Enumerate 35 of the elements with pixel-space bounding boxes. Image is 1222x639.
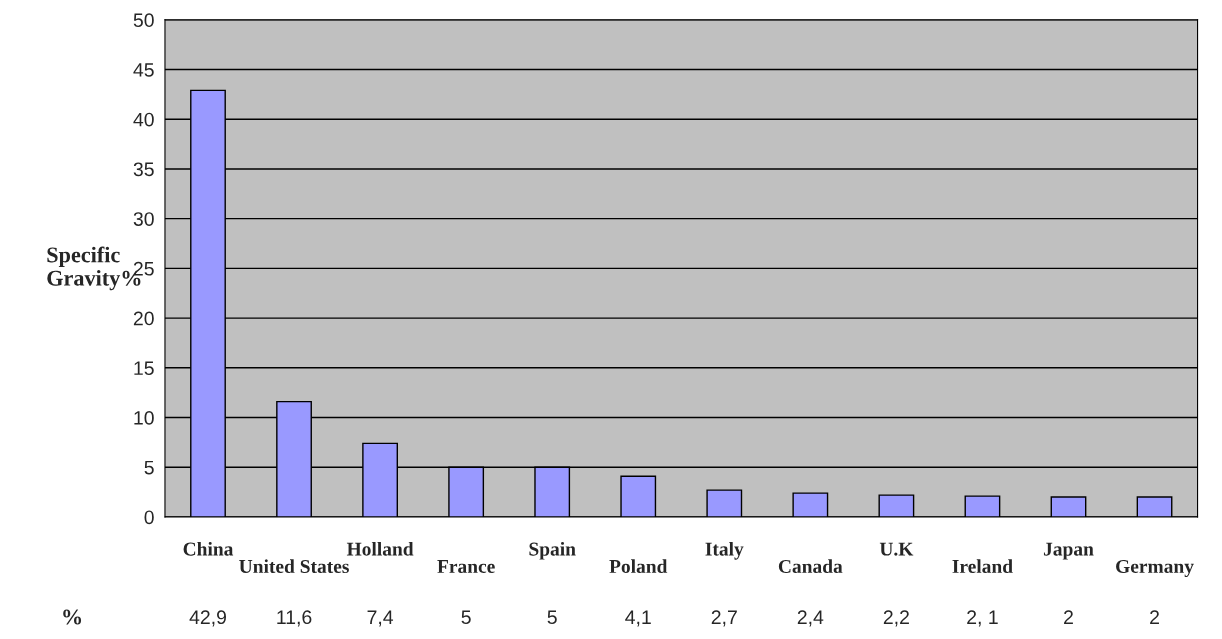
data-label: 7,4 (367, 610, 394, 627)
data-label: 42,9 (189, 610, 226, 627)
y-tick-label: 50 (133, 13, 154, 28)
data-label: 2, 1 (967, 610, 998, 627)
y-tick-label: 45 (133, 63, 154, 77)
x-tick-label: Germany (1116, 559, 1194, 577)
y-tick-label: 30 (133, 212, 154, 226)
x-tick-label: Holland (346, 541, 414, 556)
data-label: 4,1 (625, 610, 651, 627)
x-tick-label: France (437, 560, 495, 574)
y-tick-label: 0 (144, 510, 154, 525)
y-tick-label: 20 (133, 311, 154, 326)
data-label: 5 (547, 610, 557, 625)
y-tick-label: 15 (134, 361, 154, 376)
data-label: 2,4 (797, 610, 824, 627)
x-tick-label: China (183, 541, 234, 556)
x-tick-label: United States (239, 559, 349, 574)
x-tick-label: Spain (529, 541, 576, 560)
y-tick-label: 35 (133, 162, 154, 177)
x-tick-label: U.K (879, 542, 914, 556)
x-tick-label: Ireland (952, 559, 1013, 574)
data-label: 2 (1064, 610, 1073, 624)
data-label: 5 (461, 610, 471, 625)
y-tick-label: 5 (144, 460, 154, 475)
text: % (63, 609, 82, 625)
x-tick-label: Canada (778, 559, 843, 574)
x-tick-label: Poland (609, 559, 668, 574)
data-label: 11,6 (277, 610, 312, 627)
x-tick-label: Japan (1043, 542, 1094, 560)
y-tick-label: 10 (134, 410, 154, 425)
data-label: 2,2 (883, 610, 909, 627)
x-tick-label: Italy (705, 541, 744, 560)
data-label: 2 (1150, 610, 1159, 624)
data-label: 2,7 (711, 610, 737, 627)
y-tick-label: 40 (133, 112, 154, 127)
